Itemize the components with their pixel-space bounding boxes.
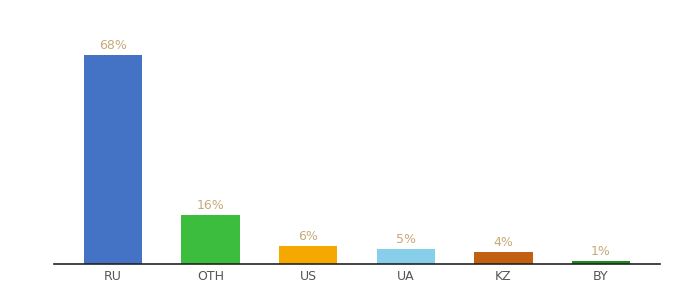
Bar — [182, 215, 240, 264]
Bar — [572, 261, 630, 264]
Text: 5%: 5% — [396, 233, 415, 246]
Text: 6%: 6% — [299, 230, 318, 243]
Bar — [84, 55, 142, 264]
Text: 4%: 4% — [494, 236, 513, 249]
Bar — [377, 249, 435, 264]
Text: 16%: 16% — [197, 199, 224, 212]
Bar — [279, 245, 337, 264]
Text: 68%: 68% — [99, 39, 127, 52]
Text: 1%: 1% — [591, 245, 611, 259]
Bar — [474, 252, 532, 264]
